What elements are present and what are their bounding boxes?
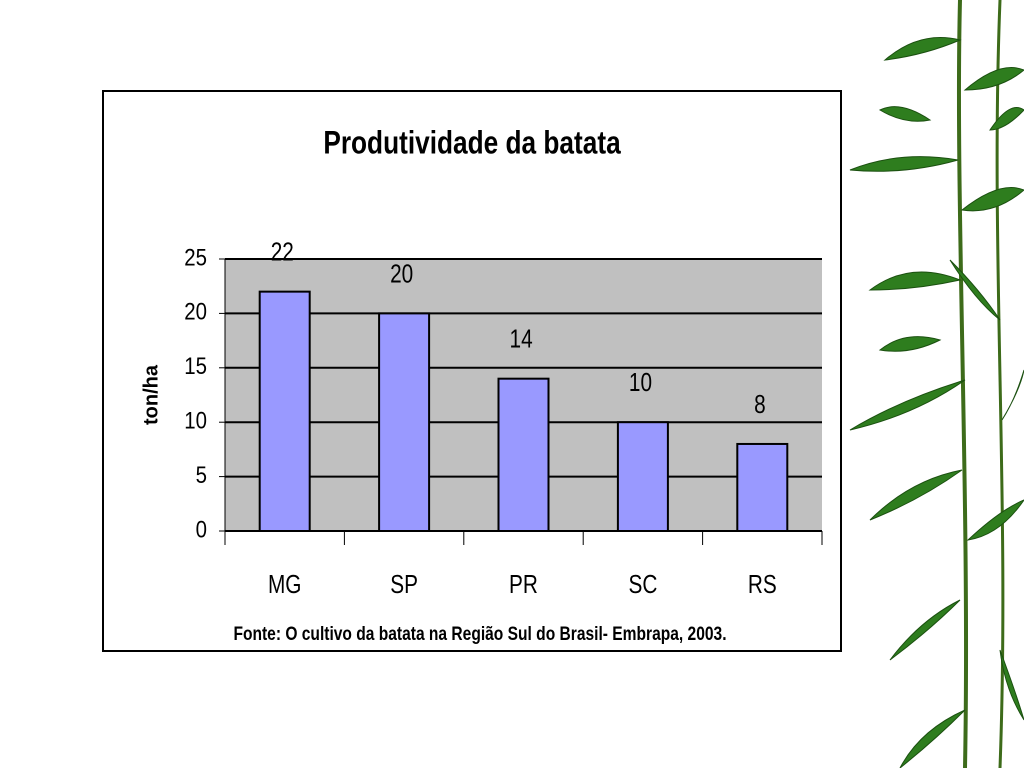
y-tick-label: 5 — [196, 461, 207, 488]
chart-title: Produtividade da batata — [323, 126, 621, 161]
y-tick-label: 0 — [196, 516, 207, 543]
x-tick-label: RS — [748, 570, 777, 599]
y-tick-label: 15 — [184, 353, 207, 380]
x-tick-label: SC — [628, 570, 657, 599]
data-label: 22 — [271, 237, 294, 266]
data-label: 8 — [754, 390, 766, 419]
x-tick-label: SP — [390, 570, 418, 599]
data-label: 10 — [629, 368, 652, 397]
y-axis-label: ton/ha — [140, 364, 162, 425]
bar — [736, 442, 789, 532]
data-label: 14 — [510, 324, 533, 353]
source-note: Fonte: O cultivo da batata na Região Sul… — [233, 623, 726, 645]
bar — [258, 290, 311, 533]
bar — [378, 312, 431, 532]
y-tick-label: 25 — [184, 244, 207, 271]
bamboo-decoration — [849, 0, 1024, 769]
y-tick-label: 20 — [184, 298, 207, 325]
bar — [497, 377, 550, 532]
data-label: 20 — [390, 259, 413, 288]
bar — [616, 421, 669, 533]
y-tick-label: 10 — [184, 407, 207, 434]
x-tick-label: MG — [268, 570, 301, 599]
x-tick-label: PR — [509, 570, 538, 599]
